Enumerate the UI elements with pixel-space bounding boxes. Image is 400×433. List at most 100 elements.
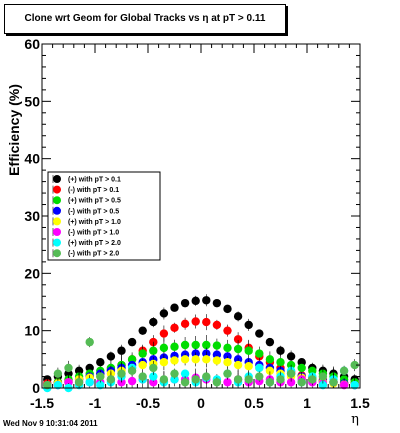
legend-entry: (+) with pT > 0.1 xyxy=(68,177,121,184)
y-tick-label: 50 xyxy=(24,93,40,109)
legend-entry: (-) with pT > 0.1 xyxy=(68,187,119,194)
y-tick-label: 40 xyxy=(24,151,40,167)
data-point xyxy=(286,369,296,378)
data-point xyxy=(276,358,285,367)
data-point xyxy=(180,319,190,328)
data-point xyxy=(138,360,147,370)
y-tick-label: 20 xyxy=(24,265,40,281)
data-point xyxy=(318,380,328,390)
data-point xyxy=(170,303,179,312)
data-point xyxy=(223,304,232,314)
legend-marker xyxy=(53,206,61,215)
data-point xyxy=(159,309,169,318)
legend-entry: (+) with pT > 0.5 xyxy=(68,198,121,205)
timestamp: Wed Nov 9 10:31:04 2011 xyxy=(3,419,98,428)
data-point xyxy=(138,326,147,335)
x-tick-label: 1.5 xyxy=(350,395,370,411)
data-point xyxy=(191,296,200,306)
data-point xyxy=(202,355,211,364)
data-point xyxy=(53,380,63,390)
data-point xyxy=(149,317,158,327)
data-point xyxy=(85,337,94,347)
data-point xyxy=(265,366,275,375)
data-point xyxy=(170,342,179,351)
x-axis-title: η xyxy=(351,412,359,427)
data-point xyxy=(223,369,232,378)
data-point xyxy=(286,378,296,387)
y-tick-label: 0 xyxy=(32,380,40,396)
data-point xyxy=(233,312,243,321)
y-axis-title: Efficiency (%) xyxy=(6,84,22,176)
data-point xyxy=(191,375,200,384)
data-point xyxy=(127,366,137,375)
data-point xyxy=(212,378,222,387)
data-point xyxy=(339,366,349,375)
x-tick-label: -1 xyxy=(89,395,102,411)
data-point xyxy=(191,355,200,364)
data-point xyxy=(117,369,126,378)
data-point xyxy=(202,372,211,381)
data-point xyxy=(350,360,359,370)
data-point xyxy=(159,375,169,384)
legend-marker xyxy=(53,217,61,226)
x-tick-label: -1.5 xyxy=(30,395,54,411)
data-point xyxy=(308,375,317,384)
series-8 xyxy=(43,337,359,390)
data-point xyxy=(318,372,328,381)
data-point xyxy=(180,340,190,350)
data-point xyxy=(159,343,169,353)
y-tick-label: 10 xyxy=(24,323,40,339)
data-point xyxy=(255,329,264,338)
data-point xyxy=(170,323,179,332)
data-point xyxy=(202,340,211,350)
y-tick-label: 30 xyxy=(24,208,40,224)
data-point xyxy=(96,358,105,367)
data-point xyxy=(180,378,190,387)
data-point xyxy=(138,372,147,381)
data-point xyxy=(255,372,264,381)
x-tick-label: -0.5 xyxy=(136,395,160,411)
legend-marker xyxy=(53,185,61,194)
data-point xyxy=(233,344,243,354)
data-point xyxy=(106,352,116,361)
data-point xyxy=(149,372,158,381)
y-tick-labels: 0 10 20 30 40 50 60 xyxy=(24,36,40,396)
data-point xyxy=(329,378,338,387)
data-point xyxy=(265,355,275,364)
legend-marker xyxy=(53,175,61,183)
x-tick-labels: -1.5 -1 -0.5 0 0.5 1 1.5 xyxy=(30,395,370,411)
data-point xyxy=(255,363,264,373)
data-point xyxy=(244,320,253,330)
data-point xyxy=(64,363,73,373)
legend-marker xyxy=(53,238,61,247)
data-point xyxy=(180,298,190,308)
chart-title: Clone wrt Geom for Global Tracks vs η at… xyxy=(4,4,286,34)
data-point xyxy=(233,375,243,384)
data-point xyxy=(127,337,137,347)
data-point xyxy=(223,343,232,353)
data-point xyxy=(244,346,253,355)
data-point xyxy=(212,341,222,350)
data-point xyxy=(43,380,52,390)
data-point xyxy=(149,363,158,373)
data-point xyxy=(149,346,158,355)
data-point xyxy=(159,358,169,367)
data-point xyxy=(202,296,211,305)
legend-marker xyxy=(53,228,61,236)
data-point xyxy=(180,355,190,364)
data-point xyxy=(159,329,169,338)
legend-entry: (-) with pT > 1.0 xyxy=(68,230,119,237)
legend-marker xyxy=(53,196,61,205)
data-point xyxy=(138,349,147,358)
data-point xyxy=(96,380,105,390)
data-point xyxy=(191,340,200,350)
data-point xyxy=(223,378,232,387)
axis-ticks xyxy=(41,43,361,389)
data-point xyxy=(276,375,285,384)
x-tick-label: 0 xyxy=(197,395,205,411)
legend-entry: (-) with pT > 0.5 xyxy=(68,208,119,215)
data-point xyxy=(202,317,211,327)
data-points xyxy=(43,294,359,393)
data-point xyxy=(297,378,306,387)
